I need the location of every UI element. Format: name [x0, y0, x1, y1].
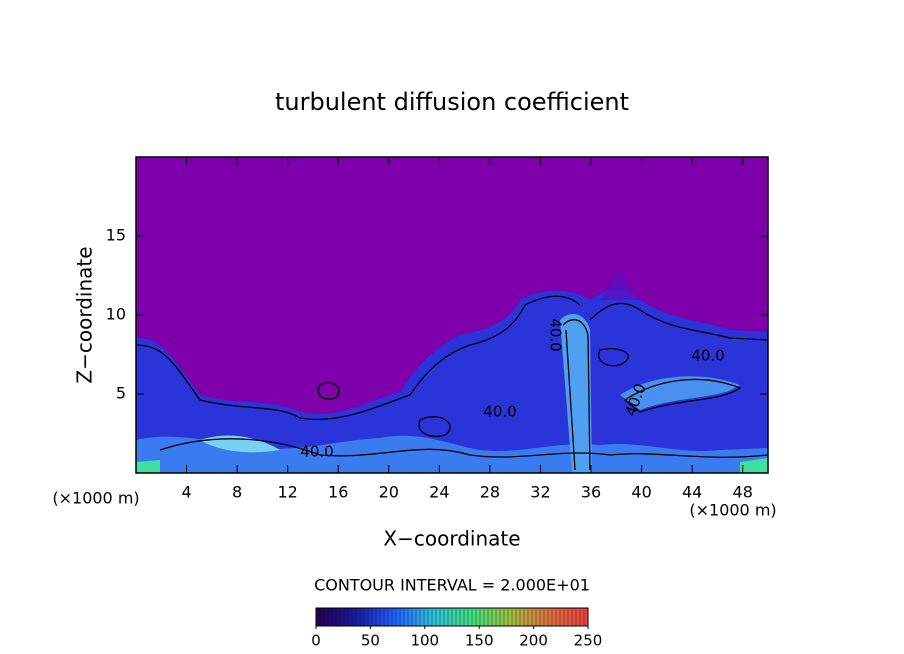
x-tick-label: 36	[581, 483, 601, 502]
colorbar-tick-label: 0	[311, 632, 321, 650]
field	[136, 157, 768, 473]
field-region	[600, 270, 640, 300]
field-region	[136, 435, 768, 473]
x-tick-label: 40	[631, 483, 651, 502]
contour-lines	[136, 295, 768, 471]
x-tick-label: 48	[733, 483, 753, 502]
colorbar-tick-label: 50	[361, 632, 380, 650]
x-tick-label: 32	[530, 483, 550, 502]
field-region	[200, 435, 280, 453]
contour-interval: CONTOUR INTERVAL = 2.000E+01	[314, 576, 590, 595]
x-tick-label: 8	[232, 483, 242, 502]
x-tick-label: 4	[181, 483, 191, 502]
x-axis-label: X−coordinate	[383, 527, 520, 551]
field-region	[620, 376, 740, 410]
contour-label: 40.0	[483, 403, 516, 421]
contour-label: 40.0	[691, 347, 724, 365]
colorbar-tick-label: 250	[574, 632, 603, 650]
x-tick-label: 24	[429, 483, 449, 502]
y-tick-label: 10	[106, 305, 126, 324]
y-tick-label: 15	[106, 226, 126, 245]
contour-label: 40.0	[547, 318, 565, 351]
field-region	[136, 289, 768, 473]
colorbar-tick-label: 100	[410, 632, 439, 650]
x-tick-label: 12	[278, 483, 298, 502]
x-tick-label: 16	[328, 483, 348, 502]
y-axis-label: Z−coordinate	[73, 246, 97, 383]
x-tick-label: 28	[480, 483, 500, 502]
colorbar-tick-label: 200	[519, 632, 548, 650]
field-region	[136, 460, 160, 473]
x-unit-label: (×1000 m)	[52, 489, 139, 508]
field-region	[740, 458, 768, 473]
colorbar-tick-label: 150	[465, 632, 494, 650]
chart-title: turbulent diffusion coefficient	[275, 88, 629, 116]
x-unit-label: (×1000 m)	[689, 501, 776, 520]
contour-label: 40.0	[300, 443, 333, 461]
x-tick-label: 20	[379, 483, 399, 502]
y-tick-label: 5	[116, 384, 126, 403]
x-tick-label: 44	[682, 483, 702, 502]
